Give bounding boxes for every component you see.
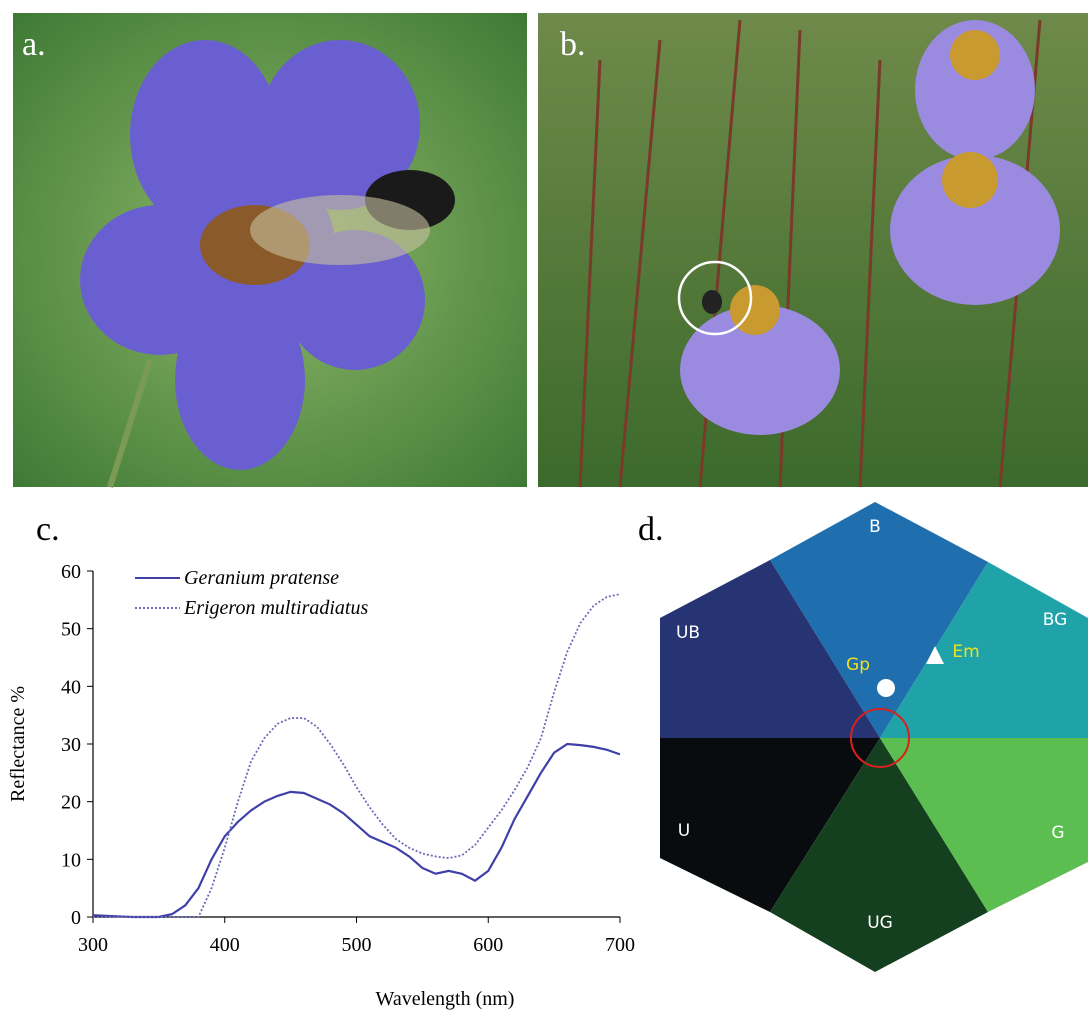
photo-b	[538, 13, 1088, 488]
x-tick-label: 600	[473, 934, 503, 956]
x-tick-label: 700	[605, 934, 635, 956]
point-label: Gp	[846, 655, 870, 675]
y-tick-label: 40	[61, 676, 81, 698]
color-hexagon	[660, 502, 1088, 972]
legend-label: Erigeron multiradiatus	[183, 597, 368, 619]
sector-label: G	[1051, 823, 1064, 843]
y-tick-label: 50	[61, 619, 81, 641]
y-tick-label: 0	[71, 907, 81, 929]
x-axis-title: Wavelength (nm)	[376, 988, 515, 1010]
legend-label: Geranium pratense	[184, 567, 339, 589]
sector-label: BG	[1043, 610, 1068, 630]
y-tick-label: 30	[61, 734, 81, 756]
point-label: Em	[952, 642, 979, 662]
panel-label: a.	[22, 26, 46, 63]
sector-label: U	[678, 821, 690, 841]
photo-a	[13, 13, 527, 488]
x-tick-label: 400	[210, 934, 240, 956]
sector-label: UB	[676, 623, 700, 643]
sector-label: UG	[867, 913, 893, 933]
series-line	[92, 742, 621, 919]
y-axis-title: Reflectance %	[7, 686, 29, 802]
x-tick-label: 300	[78, 934, 108, 956]
y-tick-label: 10	[61, 849, 81, 871]
series-line	[93, 593, 621, 918]
panel-label: d.	[638, 511, 664, 548]
x-tick-label: 500	[342, 934, 372, 956]
sector-label: B	[869, 517, 881, 537]
panel-label: c.	[36, 511, 60, 548]
panel-label: b.	[560, 26, 586, 63]
y-tick-label: 20	[61, 792, 81, 814]
y-tick-label: 60	[61, 561, 81, 583]
line-chart: 0 10 20 30 40 50 60 300 400 500 600 700 Geranium pra…	[61, 561, 635, 956]
